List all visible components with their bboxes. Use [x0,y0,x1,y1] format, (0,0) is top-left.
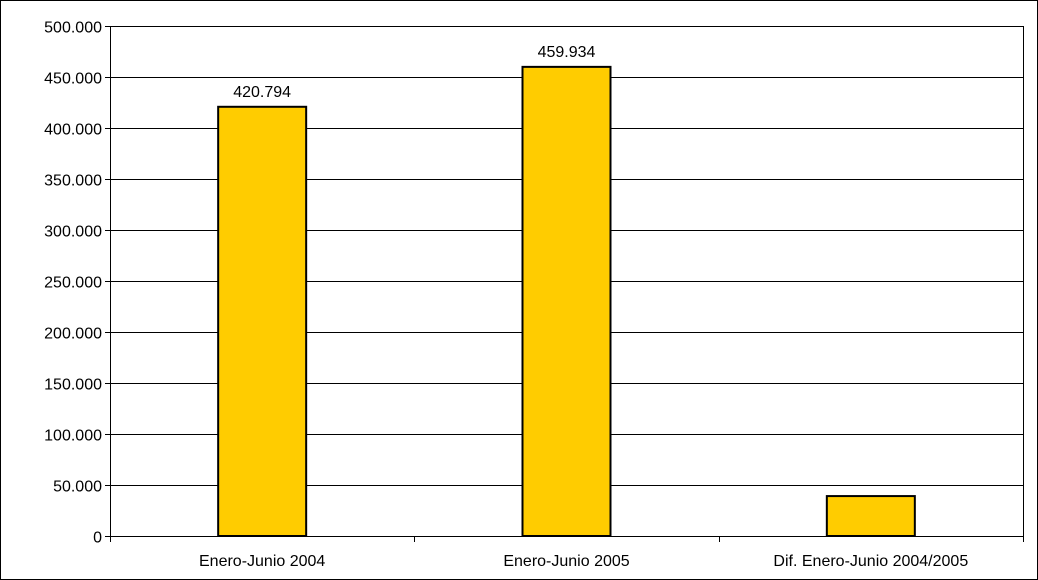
bar [825,495,916,538]
y-tick-label: 100.000 [44,428,102,445]
bar [521,65,612,538]
data-label: 420.794 [233,84,291,101]
y-tick-label: 300.000 [44,224,102,241]
y-tick-label: 450.000 [44,71,102,88]
labels: 0 50.000 100.000 150.000 200.000 250.000 300.0… [44,20,968,571]
y-tick-label: 0 [93,530,102,547]
y-tick-label: 250.000 [44,275,102,292]
bar [217,105,308,537]
bars [217,65,916,538]
x-category-label: Dif. Enero-Junio 2004/2005 [773,553,968,570]
y-tick-label: 200.000 [44,326,102,343]
y-tick-label: 50.000 [53,479,102,496]
x-category-label: Enero-Junio 2005 [503,553,629,570]
y-tick-label: 150.000 [44,377,102,394]
x-category-label: Enero-Junio 2004 [199,553,325,570]
axes [105,26,1024,542]
data-label: 459.934 [538,44,596,61]
y-tick-label: 350.000 [44,173,102,190]
y-tick-label: 500.000 [44,20,102,37]
y-tick-label: 400.000 [44,122,102,139]
